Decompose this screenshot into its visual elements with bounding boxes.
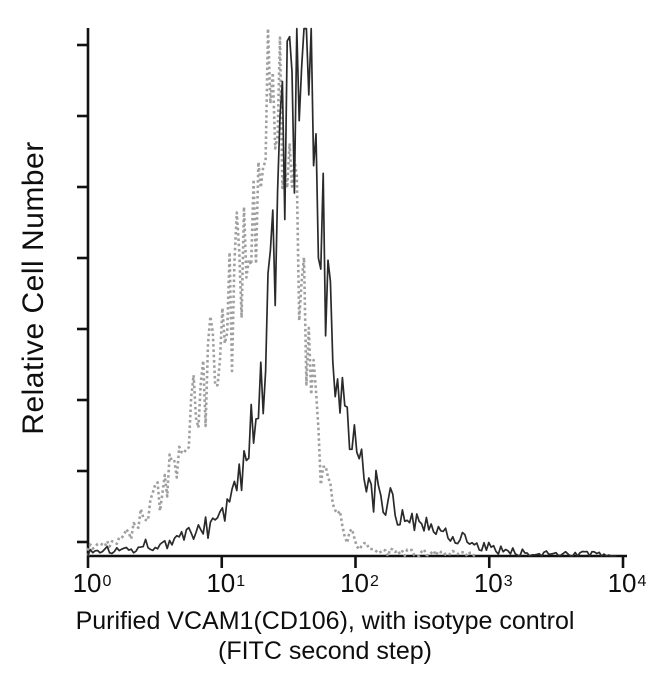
caption-line-1: Purified VCAM1(CD106), with isotype cont… <box>75 607 575 635</box>
vcam1-curve <box>87 27 617 557</box>
caption-line-2: (FITC second step) <box>218 637 432 665</box>
isotype-control-curve <box>86 27 476 558</box>
y-axis-ticks <box>77 43 88 544</box>
histogram-curves <box>86 27 617 558</box>
x-tick-label: 103 <box>473 568 513 598</box>
x-tick-label: 100 <box>72 568 112 598</box>
x-tick-label: 102 <box>340 568 379 598</box>
x-tick-label: 101 <box>206 568 246 598</box>
x-tick-label: 104 <box>607 568 647 598</box>
x-axis-ticks <box>86 556 625 568</box>
y-axis-label: Relative Cell Number <box>17 141 50 435</box>
